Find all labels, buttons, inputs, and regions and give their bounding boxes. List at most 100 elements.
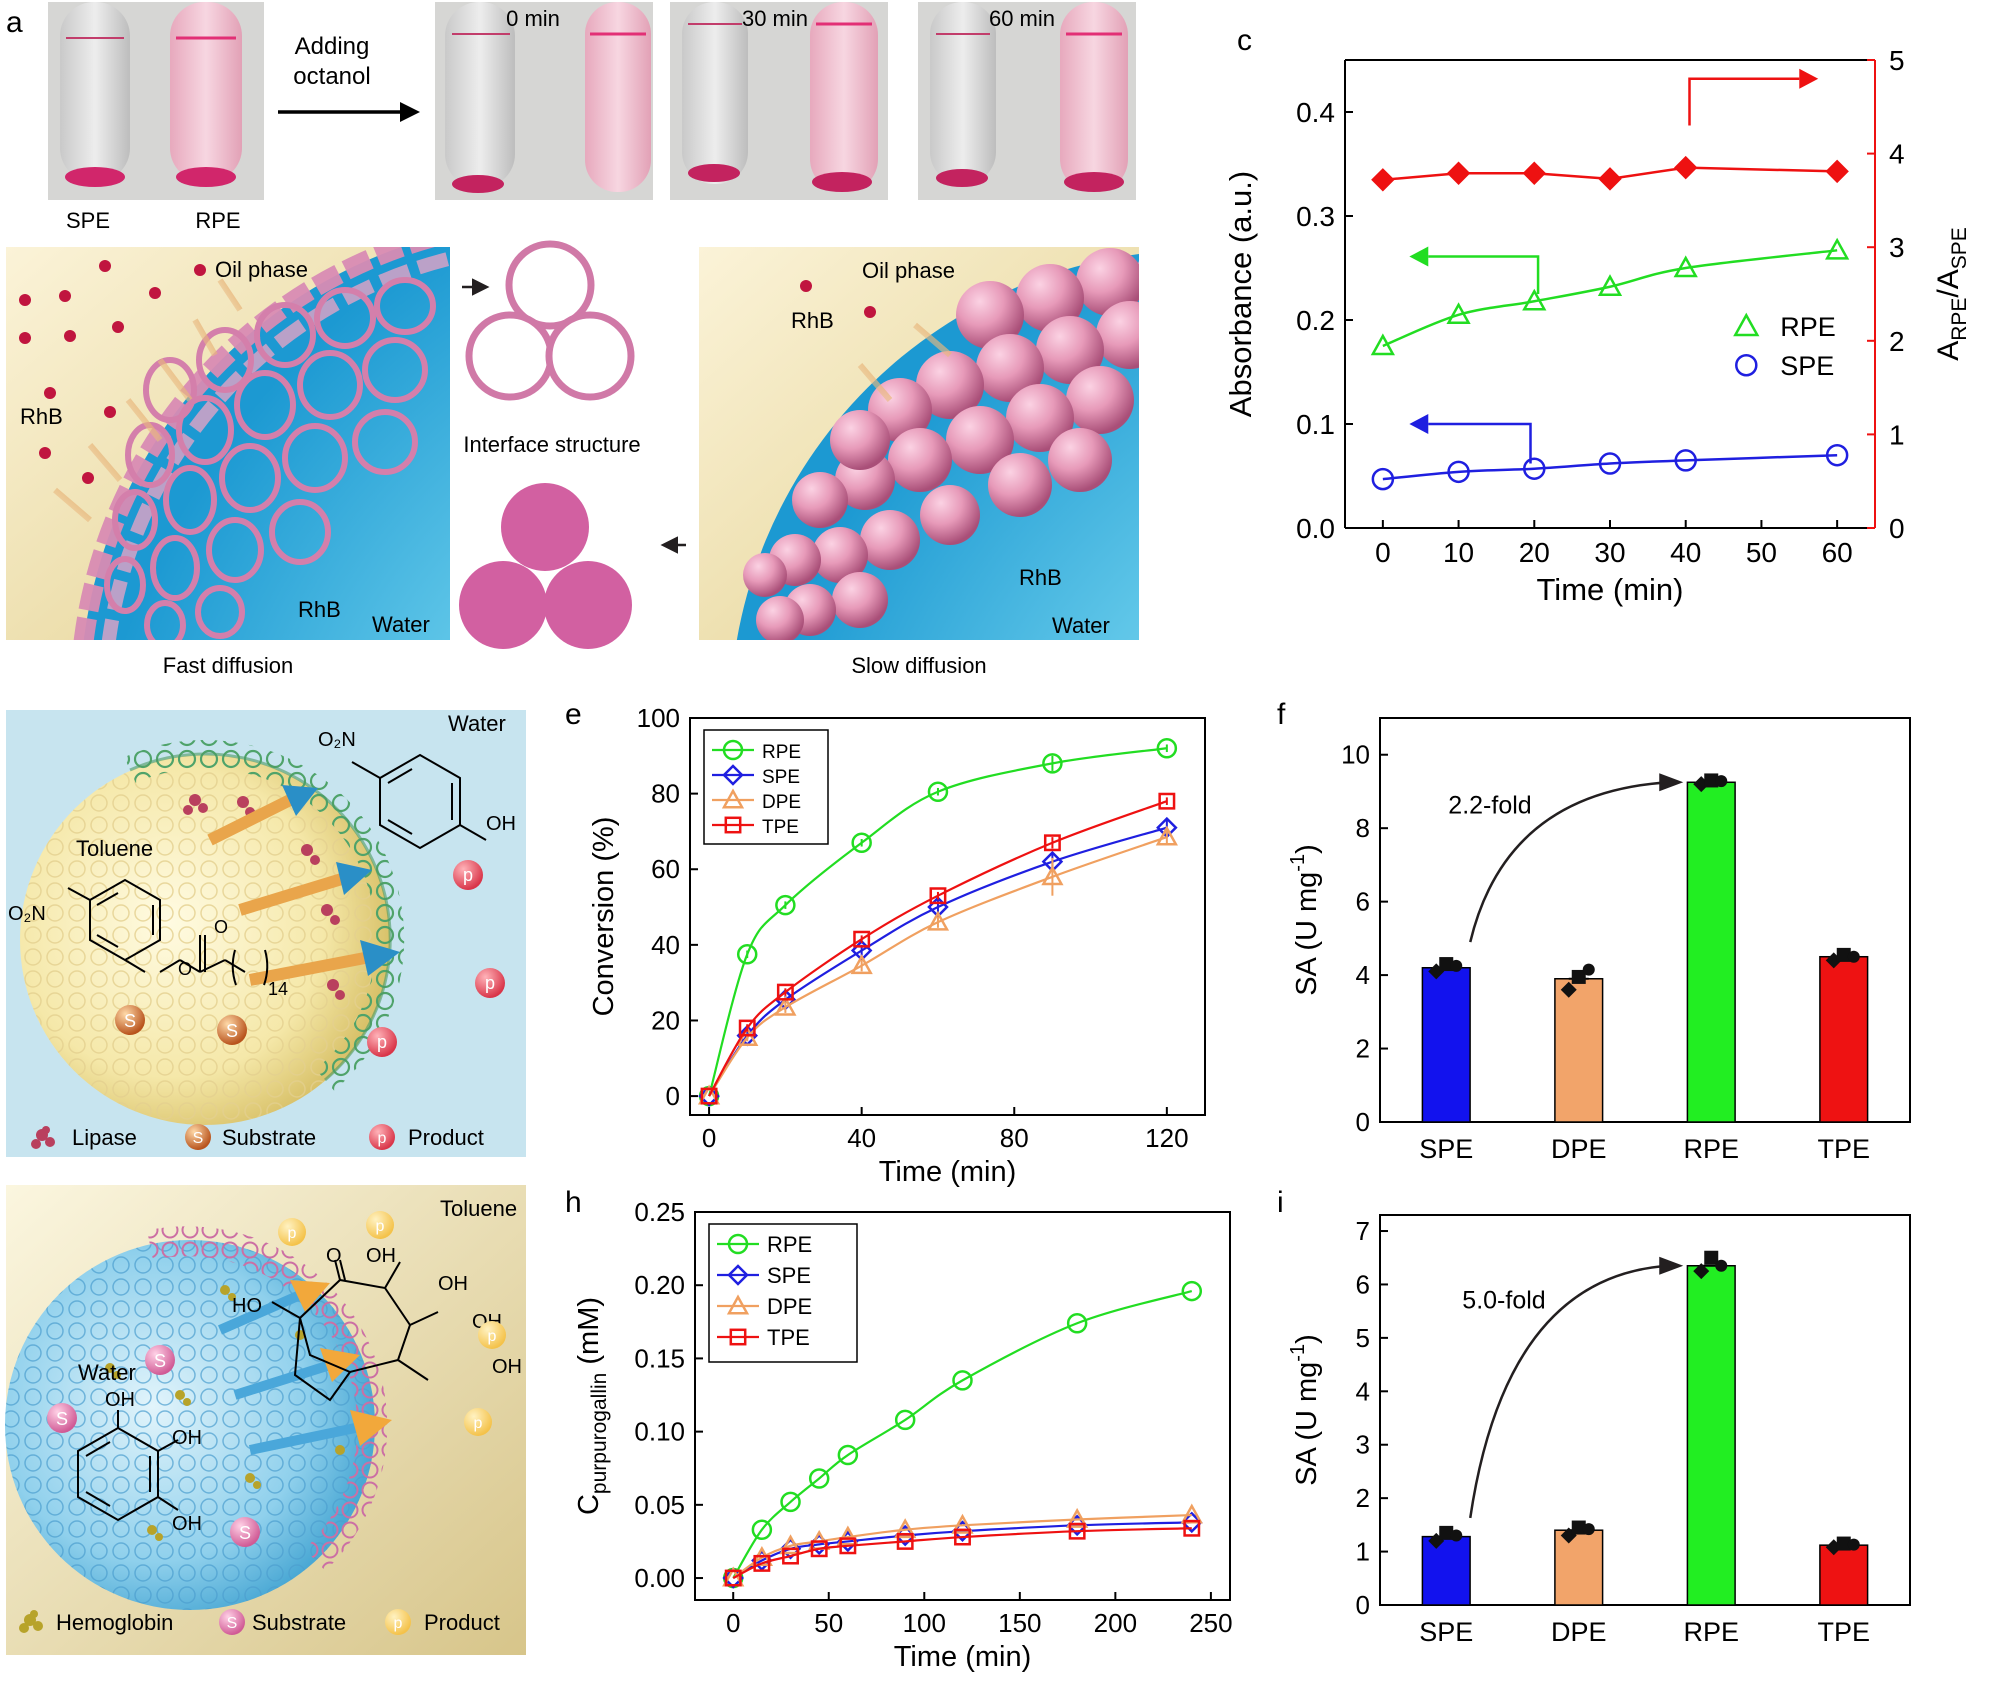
chart-e-line-spe	[708, 826, 1168, 1097]
arrow-text-line2: octanol	[293, 63, 370, 90]
c-point-spe	[1674, 449, 1697, 472]
legend-lipase: Lipase	[72, 1125, 137, 1150]
panel-a: a SPE RPE Adding octanol 0 min	[6, 2, 1136, 233]
chart-i: 0 1 2 3 4 5 6 7 SA (U mg-1) SPE DPE RPE TPE 5.0-fold	[1287, 1214, 1911, 1647]
tube-label-rpe: RPE	[195, 208, 240, 233]
chart-f-datapoint-spe	[1450, 959, 1463, 972]
tube-photo-0min: 0 min	[435, 2, 653, 200]
chart-f-ytick-label: 10	[1341, 740, 1370, 770]
oh-top-2: OH	[438, 1273, 468, 1295]
chart-h-legend-rpe: RPE	[767, 1232, 812, 1257]
c-ytick-label: 0.2	[1296, 305, 1335, 336]
substrate-badge-g2: S	[47, 1403, 77, 1433]
c-arrow-rpe-head	[1409, 246, 1429, 267]
lipase-clusters	[183, 794, 345, 1000]
chart-e-point-rpe	[775, 894, 796, 916]
panel-letter-a: a	[6, 6, 23, 39]
fast-diffusion-scene: Oil phase RhB RhB Water	[6, 247, 450, 640]
c-arrow-rpe	[1428, 255, 1540, 294]
chart-i-datapoint-tpe	[1847, 1538, 1860, 1551]
chart-h-point-rpe	[780, 1491, 801, 1513]
panel-letter-i: i	[1277, 1186, 1284, 1219]
chart-h-legend-box	[708, 1223, 858, 1363]
chart-h-point-dpe	[951, 1513, 974, 1534]
adding-octanol-arrow: Adding octanol	[278, 33, 420, 122]
chart-i-fold-arrow	[1469, 1264, 1670, 1519]
c-ylabel: Absorbance (a.u.)	[1223, 171, 1258, 417]
chart-i-ytick-label: 1	[1356, 1537, 1370, 1567]
chart-e-legend-marker-tpe	[724, 816, 742, 834]
legend-substrate-icon-letter-g: S	[227, 1615, 238, 1632]
chart-h-ytick-label: 0.15	[634, 1343, 685, 1373]
rhb-label-water: RhB	[298, 597, 341, 622]
chart-h-point-rpe	[1066, 1313, 1088, 1334]
c-xtick-label: 10	[1443, 537, 1474, 568]
interface-structures: Interface structure	[459, 240, 686, 649]
c-line-spe	[1382, 453, 1838, 481]
chart-f-xtick-label-spe: SPE	[1419, 1134, 1473, 1164]
chart-f-datapoint-tpe	[1836, 947, 1851, 962]
chart-e-ytick-label: 80	[651, 779, 680, 809]
chart-e-line-tpe	[708, 800, 1168, 1097]
chart-f-bar-tpe	[1819, 955, 1869, 1123]
chart-h-point-rpe	[751, 1519, 773, 1540]
legend-hemoglobin: Hemoglobin	[56, 1610, 173, 1635]
rhb-label-oil: RhB	[20, 404, 63, 429]
water-label-slow: Water	[1052, 613, 1110, 638]
oh-right-2: OH	[492, 1356, 522, 1378]
chart-f-datapoint-rpe	[1704, 773, 1719, 788]
chart-e-frame	[689, 717, 1206, 1116]
c-ytick-right-label: 1	[1889, 419, 1905, 450]
water-label: Water	[372, 612, 430, 637]
chart-h-point-tpe	[810, 1540, 828, 1558]
substrate-badge-g1: S	[145, 1345, 175, 1375]
legend-d: Lipase S Substrate p Product	[31, 1124, 484, 1150]
chart-e-point-dpe	[926, 910, 950, 931]
chart-f-ytick-label: 6	[1356, 887, 1370, 917]
substrate-badge-g3: S	[230, 1517, 260, 1547]
water-label-d: Water	[448, 711, 506, 736]
product-badge-1: p	[453, 860, 483, 890]
oil-phase-label: Oil phase	[215, 257, 308, 282]
chart-f-ytick-label: 2	[1356, 1034, 1370, 1064]
time-label-30min: 30 min	[742, 6, 808, 31]
chart-e-legend-dpe: DPE	[762, 792, 801, 813]
time-label-0min: 0 min	[506, 6, 560, 31]
c-point-ratio	[1674, 155, 1698, 180]
chart-f-xtick-label-tpe: TPE	[1817, 1134, 1870, 1164]
svg-text:p: p	[485, 973, 495, 993]
svg-text:S: S	[124, 1011, 136, 1031]
chart-f-datapoint-dpe	[1571, 969, 1586, 984]
chart-e-legend-rpe: RPE	[762, 742, 801, 763]
c-point-spe	[1371, 467, 1395, 491]
c-point-rpe	[1522, 288, 1547, 311]
chart-h-xtick-label: 50	[814, 1608, 843, 1638]
tube-photo-60min: 60 min	[918, 2, 1136, 200]
slow-diffusion-label: Slow diffusion	[851, 653, 986, 678]
chart-h-point-tpe	[1183, 1519, 1201, 1537]
c-ytick-right-label: 5	[1889, 45, 1905, 76]
chart-i-datapoint-rpe	[1704, 1250, 1719, 1265]
chart-h-ylabel: Cpurpurogallin (mM)	[573, 1297, 611, 1515]
chart-i-ytick-label: 3	[1356, 1430, 1370, 1460]
chart-e-point-rpe	[1156, 737, 1178, 759]
svg-text:S: S	[56, 1409, 68, 1429]
tube-photo-30min: 30 min	[670, 2, 888, 200]
legend-product-g: Product	[424, 1610, 500, 1635]
product-badge-3: p	[367, 1027, 397, 1057]
c-point-ratio	[1522, 161, 1546, 185]
chart-h-legend-dpe: DPE	[767, 1294, 812, 1319]
oh-top-1: OH	[366, 1245, 396, 1267]
chart-h-xtick-label: 200	[1094, 1608, 1137, 1638]
c-ytick-label: 0.4	[1296, 97, 1335, 128]
chart-h-ytick-label: 0.20	[634, 1270, 685, 1300]
c-xtick-label: 30	[1594, 537, 1625, 568]
chart-h-xtick-label: 150	[998, 1608, 1041, 1638]
water-label-g: Water	[78, 1360, 136, 1385]
chart-h-point-rpe	[837, 1444, 859, 1466]
chart-e-ytick-label: 0	[666, 1081, 680, 1111]
panel-letter-h: h	[565, 1186, 582, 1219]
chart-h-point-dpe	[836, 1525, 859, 1546]
no2-label-substrate: O₂N	[8, 903, 46, 925]
chart-h-point-rpe	[952, 1370, 973, 1391]
